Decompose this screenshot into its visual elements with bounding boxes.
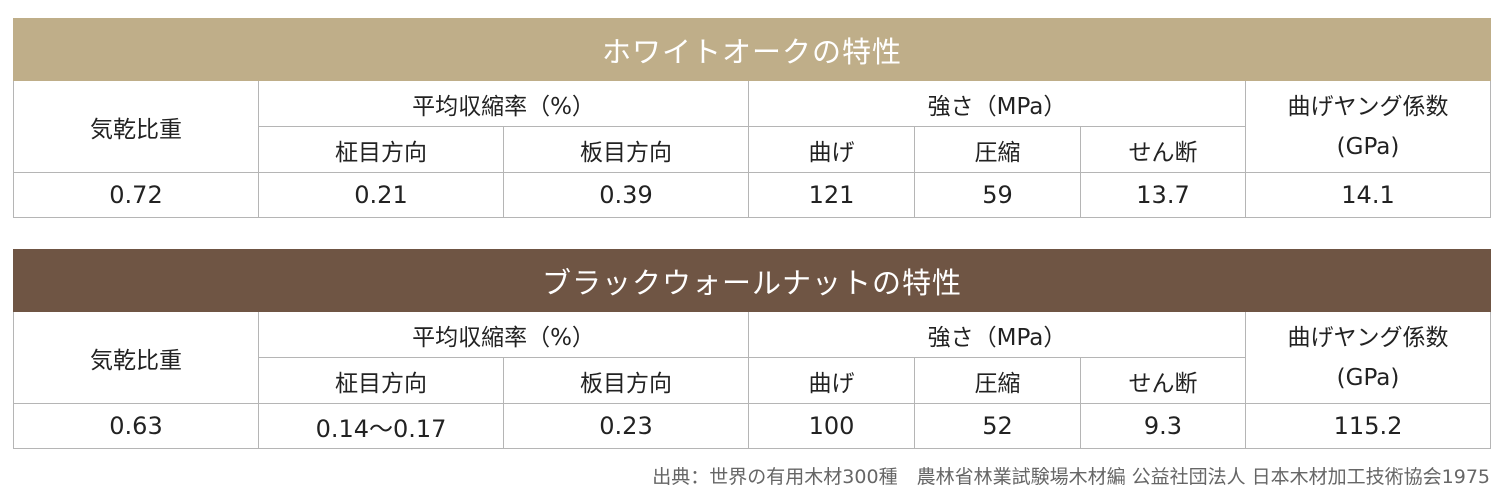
header-radial: 柾目方向	[258, 357, 504, 404]
header-shear: せん断	[1080, 126, 1246, 173]
header-air-dry-gravity: 気乾比重	[13, 80, 259, 173]
header-bending: 曲げ	[748, 357, 915, 404]
table-row: 0.72 0.21 0.39 121 59 13.7 14.1	[13, 172, 1492, 218]
header-shrinkage-group: 平均収縮率（%）	[258, 80, 749, 127]
table-title: ブラックウォールナットの特性	[12, 249, 1492, 312]
header-bending: 曲げ	[748, 126, 915, 173]
table-title: ホワイトオークの特性	[12, 18, 1492, 81]
table-row: 0.63 0.14〜0.17 0.23 100 52 9.3 115.2	[13, 403, 1492, 449]
header-tangential: 板目方向	[503, 357, 749, 404]
header-shrinkage-group: 平均収縮率（%）	[258, 311, 749, 358]
value-compression: 52	[914, 403, 1081, 449]
value-bending: 121	[748, 172, 915, 218]
value-bending: 100	[748, 403, 915, 449]
value-young: 115.2	[1244, 403, 1492, 449]
value-radial: 0.21	[258, 172, 504, 218]
header-young-label: 曲げヤング係数	[1287, 324, 1449, 351]
header-young-modulus: 曲げヤング係数 (GPa)	[1244, 80, 1492, 173]
header-compression: 圧縮	[914, 126, 1081, 173]
value-tangential: 0.23	[503, 403, 749, 449]
source-citation: 出典：世界の有用木材300種 農林省林業試験場木材編 公益社団法人 日本木材加工…	[652, 466, 1490, 488]
value-compression: 59	[914, 172, 1081, 218]
white-oak-properties-table: ホワイトオークの特性 気乾比重 平均収縮率（%） 強さ（MPa） 曲げヤング係数…	[12, 18, 1492, 218]
header-young-label: 曲げヤング係数	[1287, 93, 1449, 120]
value-air-dry-gravity: 0.72	[13, 172, 259, 218]
header-young-modulus: 曲げヤング係数 (GPa)	[1244, 311, 1492, 404]
black-walnut-properties-table: ブラックウォールナットの特性 気乾比重 平均収縮率（%） 強さ（MPa） 曲げヤ…	[12, 249, 1492, 449]
value-radial: 0.14〜0.17	[258, 403, 504, 449]
header-shear: せん断	[1080, 357, 1246, 404]
value-air-dry-gravity: 0.63	[13, 403, 259, 449]
value-tangential: 0.39	[503, 172, 749, 218]
value-shear: 13.7	[1080, 172, 1246, 218]
header-radial: 柾目方向	[258, 126, 504, 173]
header-strength-group: 強さ（MPa）	[748, 80, 1246, 127]
header-compression: 圧縮	[914, 357, 1081, 404]
header-air-dry-gravity: 気乾比重	[13, 311, 259, 404]
header-young-unit: (GPa)	[1336, 364, 1400, 391]
value-shear: 9.3	[1080, 403, 1246, 449]
value-young: 14.1	[1244, 172, 1492, 218]
header-young-unit: (GPa)	[1336, 133, 1400, 160]
header-tangential: 板目方向	[503, 126, 749, 173]
header-strength-group: 強さ（MPa）	[748, 311, 1246, 358]
